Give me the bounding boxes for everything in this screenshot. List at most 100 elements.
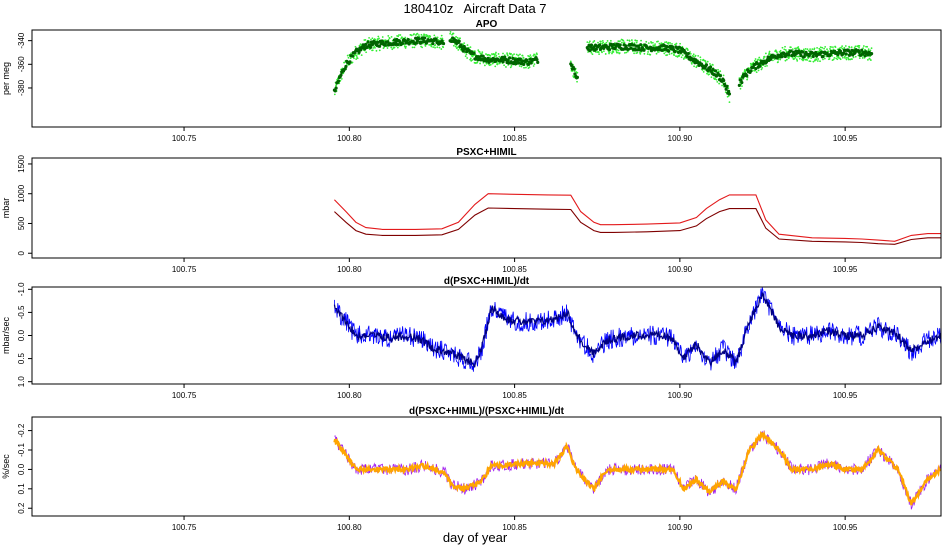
apo-point-avg [667,49,671,53]
apo-point-fine [678,54,681,57]
apo-segment-5 [737,44,874,90]
apo-point-fine [469,57,472,60]
apo-point-avg [486,56,490,60]
apo-point-fine [498,55,501,58]
apo-point-fine [777,61,779,63]
apo-point-fine [454,45,457,48]
apo-point-fine [666,54,669,56]
apo-point-avg [801,50,805,54]
apo-point-fine [573,70,576,73]
apo-point-fine [503,64,506,67]
apo-point-fine [697,54,700,57]
apo-point-fine [625,51,628,54]
apo-point-fine [675,42,678,45]
apo-segment-4 [585,38,732,104]
apo-point-fine [689,52,692,55]
apo-point-fine [439,37,442,40]
apo-point-fine [424,45,427,47]
apo-point-avg [472,51,476,55]
y-axis-label: mbar/sec [1,316,11,354]
apo-point-fine [706,72,708,75]
apo-point-fine [841,56,844,59]
apo-point-fine [571,70,574,72]
apo-point-fine [851,58,853,61]
apo-point-fine [335,84,338,86]
apo-point-fine [810,57,813,60]
apo-point-avg [417,37,421,41]
apo-point-fine [757,69,760,72]
apo-point-avg [364,42,368,47]
x-tick-label: 100.80 [337,265,362,274]
apo-point-fine [795,55,798,58]
plot-area [334,193,941,245]
apo-point-fine [513,53,515,56]
apo-point-fine [795,58,798,61]
apo-point-fine [569,60,572,63]
apo-point-avg [474,57,478,61]
apo-point-avg [396,42,400,47]
apo-point-avg [607,48,612,52]
apo-point-fine [597,51,600,54]
dpdt-fine-line [334,287,941,372]
apo-point-fine [791,56,794,59]
y-tick-label: 500 [17,216,26,230]
apo-point-fine [771,59,774,62]
apo-point-avg [860,48,864,52]
apo-point-fine [370,38,372,41]
apo-point-fine [436,46,439,49]
apo-point-fine [673,54,676,56]
apo-point-fine [764,65,767,68]
apo-point-fine [509,66,512,69]
apo-point-avg [673,49,677,54]
apo-point-fine [466,57,469,59]
apo-point-fine [440,48,443,50]
apo-point-avg [423,36,427,40]
apo-point-fine [605,41,608,44]
apo-point-fine [623,41,626,44]
apo-point-avg [336,79,341,83]
apo-point-fine [606,40,609,42]
apo-point-fine [686,49,689,52]
apo-point-fine [858,46,860,49]
apo-point-fine [848,46,851,49]
apo-point-fine [779,49,782,52]
apo-point-fine [518,65,521,67]
x-tick-label: 100.75 [172,134,197,143]
apo-point-fine [384,39,387,42]
apo-point-fine [862,45,865,47]
dpdt-avg-line [333,292,941,368]
apo-point-fine [832,46,834,49]
apo-point-fine [604,53,607,55]
x-tick-label: 100.80 [337,523,362,532]
apo-point-avg [536,60,540,64]
apo-point-fine [343,61,346,64]
apo-point-fine [826,48,828,51]
apo-point-avg [679,50,683,54]
panel-4: d(PSXC+HIMIL)/(PSXC+HIMIL)/dt %/sec 100.75… [1,406,942,532]
apo-point-fine [378,49,381,52]
apo-point-fine [474,50,476,53]
apo-point-fine [400,36,403,38]
apo-point-fine [398,34,400,36]
apo-point-fine [834,46,837,49]
y-axis-label: %/sec [1,454,11,479]
apo-point-fine [506,52,508,55]
apo-point-fine [410,34,413,37]
apo-point-fine [374,46,376,49]
apo-point-fine [728,101,731,104]
apo-point-fine [663,52,666,55]
apo-point-fine [832,58,835,61]
apo-point-fine [523,66,525,69]
apo-point-fine [664,41,666,44]
apo-point-fine [351,61,354,64]
apo-point-fine [809,48,811,51]
apo-point-fine [704,60,707,63]
y-tick-label: -0.5 [17,305,26,319]
apo-point-fine [502,52,504,55]
apo-point-fine [785,58,788,61]
apo-point-fine [711,64,714,66]
apo-point-fine [716,80,719,83]
y-tick-label: -1.0 [17,282,26,296]
apo-point-avg [508,56,512,60]
apo-point-fine [816,60,819,62]
